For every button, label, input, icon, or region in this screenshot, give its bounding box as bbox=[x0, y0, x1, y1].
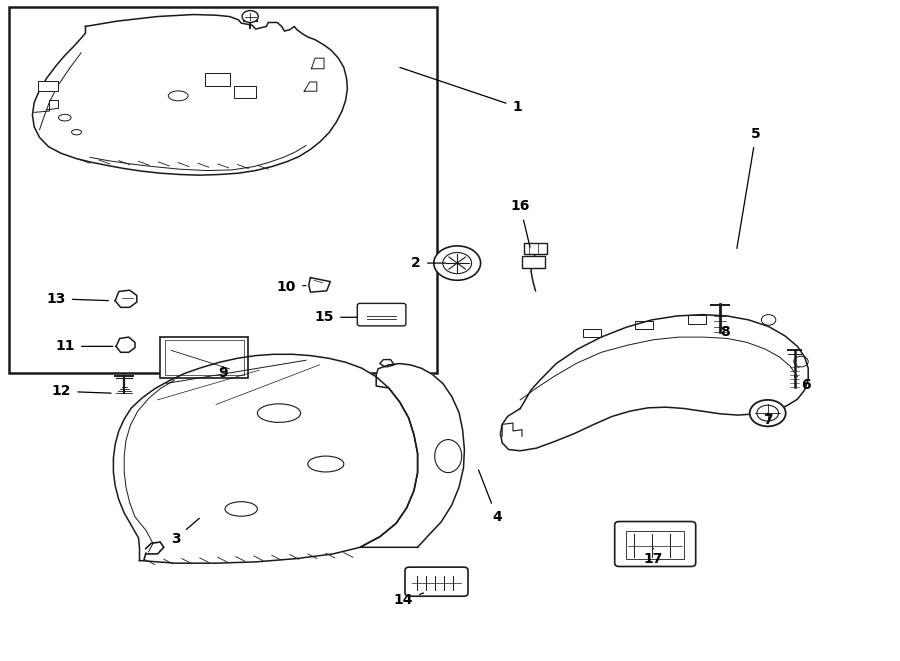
Bar bbox=[165, 340, 244, 375]
Bar bbox=[688, 315, 706, 324]
Bar bbox=[38, 81, 58, 91]
Text: 17: 17 bbox=[644, 549, 663, 566]
Bar bbox=[635, 321, 653, 329]
Bar bbox=[522, 256, 545, 268]
Text: 2: 2 bbox=[411, 256, 446, 270]
Text: 4: 4 bbox=[479, 470, 501, 524]
Bar bbox=[9, 7, 436, 373]
Text: 9: 9 bbox=[219, 366, 228, 381]
Polygon shape bbox=[113, 354, 418, 563]
Text: 7: 7 bbox=[763, 412, 772, 427]
Bar bbox=[626, 531, 684, 559]
Bar bbox=[160, 337, 248, 378]
Circle shape bbox=[242, 11, 258, 22]
Text: 6: 6 bbox=[795, 377, 811, 392]
Text: 11: 11 bbox=[55, 339, 112, 354]
Text: 15: 15 bbox=[314, 310, 357, 325]
Bar bbox=[205, 73, 230, 86]
Text: 12: 12 bbox=[51, 384, 111, 399]
Polygon shape bbox=[500, 315, 808, 451]
Text: 5: 5 bbox=[737, 126, 760, 249]
Polygon shape bbox=[116, 337, 135, 352]
Text: 14: 14 bbox=[393, 593, 424, 607]
Text: 1: 1 bbox=[400, 67, 522, 114]
Bar bbox=[234, 86, 256, 98]
Text: 8: 8 bbox=[721, 325, 730, 339]
FancyBboxPatch shape bbox=[357, 303, 406, 326]
Text: 13: 13 bbox=[46, 292, 108, 306]
Polygon shape bbox=[115, 290, 137, 307]
Circle shape bbox=[434, 246, 481, 280]
Polygon shape bbox=[32, 15, 347, 175]
Circle shape bbox=[750, 400, 786, 426]
Text: 3: 3 bbox=[171, 518, 199, 546]
Text: 10: 10 bbox=[276, 280, 306, 294]
FancyBboxPatch shape bbox=[615, 522, 696, 566]
FancyBboxPatch shape bbox=[405, 567, 468, 596]
Polygon shape bbox=[360, 364, 464, 547]
Bar bbox=[524, 243, 547, 254]
Text: 16: 16 bbox=[510, 199, 530, 247]
Bar bbox=[583, 329, 601, 337]
